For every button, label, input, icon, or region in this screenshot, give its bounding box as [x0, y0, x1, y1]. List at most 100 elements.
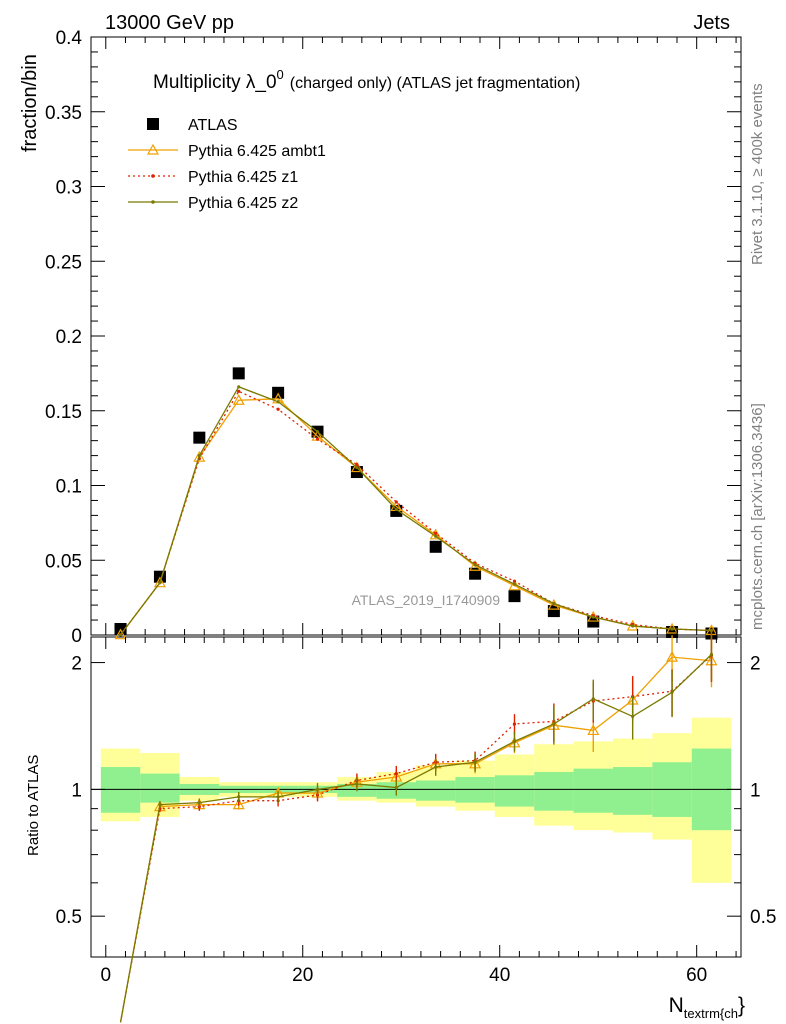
data-point: [394, 500, 398, 504]
band-stat: [100, 767, 141, 813]
data-point: [315, 437, 320, 441]
data-point: [315, 430, 320, 434]
side-text-top: Rivet 3.1.10, ≥ 400k events: [749, 83, 766, 265]
data-point: [232, 394, 245, 405]
x-tick-label: 60: [686, 965, 707, 986]
band-stat: [140, 773, 180, 803]
data-point-atlas: [429, 540, 442, 553]
legend-marker-atlas: [147, 118, 159, 130]
ratio-y-tick-label-right: 2: [750, 654, 761, 675]
data-point: [276, 400, 280, 404]
ratio-point: [512, 722, 517, 726]
ratio-line: [119, 654, 712, 1023]
data-point: [118, 633, 123, 637]
data-point: [591, 615, 595, 619]
y-tick-label: 0: [71, 626, 82, 647]
x-label-main: N: [669, 994, 684, 1017]
ratio-bands: [91, 717, 741, 883]
x-label-tail: }: [738, 994, 745, 1017]
ratio-point: [315, 787, 320, 791]
data-point: [153, 576, 166, 588]
ratio-point: [591, 697, 595, 701]
analysis-tag: ATLAS_2019_I1740909: [352, 592, 501, 608]
x-tick-label: 0: [100, 965, 111, 986]
data-point-atlas: [508, 590, 521, 603]
ratio-point: [666, 650, 679, 662]
data-point: [552, 602, 556, 606]
series-line: [120, 386, 712, 636]
ratio-y-tick-label-left: 0.5: [56, 907, 82, 928]
band-stat: [416, 780, 456, 801]
title-sup: 0: [277, 67, 284, 82]
ratio-frame: [90, 636, 742, 958]
data-point: [237, 389, 241, 393]
data-point: [434, 534, 438, 538]
ratio-y-tick-label-right: 0.5: [750, 907, 776, 928]
data-point: [197, 454, 201, 458]
legend-marker: [151, 200, 155, 204]
ratio-y-tick-label-left: 1: [71, 780, 82, 801]
ratio-point: [552, 722, 556, 726]
x-tick-label: 40: [489, 965, 510, 986]
ratio-point: [394, 785, 398, 790]
data-point: [631, 624, 635, 628]
data-point: [512, 582, 517, 586]
ratio-point: [587, 724, 600, 736]
legend-marker: [151, 174, 155, 178]
legend-label: Pythia 6.425 ambt1: [188, 143, 326, 160]
y-tick-label: 0.1: [56, 477, 82, 498]
data-point-atlas: [547, 605, 560, 618]
ratio-point: [670, 690, 674, 694]
y-axis-label-ratio: Ratio to ATLAS: [25, 755, 42, 856]
y-tick-label: 0.05: [45, 551, 82, 572]
header-left: 13000 GeV pp: [105, 12, 234, 34]
header-right: Jets: [693, 12, 730, 34]
data-point: [158, 581, 162, 585]
legend-label: Pythia 6.425 z1: [188, 169, 298, 186]
data-point: [434, 531, 438, 535]
data-point-atlas: [193, 431, 206, 444]
band-stat: [573, 768, 613, 813]
band-stat: [534, 771, 574, 811]
band-stat: [494, 775, 535, 807]
data-point: [512, 579, 517, 583]
y-tick-label: 0.15: [45, 402, 82, 423]
title-main: Multiplicity λ_0: [153, 72, 277, 93]
band-stat: [612, 767, 653, 815]
ratio-point: [355, 782, 359, 786]
y-tick-label: 0.4: [56, 28, 83, 49]
plot-title: Multiplicity λ_00 (charged only) (ATLAS j…: [153, 67, 580, 93]
ratio-point: [631, 714, 635, 719]
title-rest: (charged only) (ATLAS jet fragmentation): [290, 75, 581, 92]
data-point: [276, 407, 280, 411]
data-point: [193, 450, 206, 462]
y-tick-label: 0.35: [45, 103, 82, 124]
ratio-point: [473, 760, 477, 764]
y-tick-label: 0.25: [45, 252, 82, 273]
ratio-point: [394, 772, 398, 776]
y-axis-label-main: fraction/bin: [19, 54, 41, 152]
data-point-atlas: [232, 367, 245, 380]
ratio-point: [232, 798, 245, 810]
ratio-point: [197, 801, 201, 805]
ratio-y-tick-label-left: 2: [71, 654, 82, 675]
ratio-point: [709, 652, 714, 657]
x-tick-label: 20: [292, 965, 313, 986]
x-label-sub: textrm{ch: [684, 1006, 738, 1021]
y-tick-label: 0.3: [56, 178, 82, 199]
ratio-point: [276, 795, 280, 799]
legend-label: Pythia 6.425 z2: [188, 195, 298, 212]
ratio-y-tick-label-right: 1: [750, 780, 761, 801]
ratio-point: [434, 765, 438, 769]
data-point: [670, 627, 674, 631]
data-point: [355, 465, 359, 470]
main-series: [114, 367, 718, 640]
ratio-line: [119, 654, 712, 1023]
data-point: [114, 628, 127, 640]
legend: ATLAS Pythia 6.425 ambt1 Pythia 6.425 z1 Py…: [128, 117, 326, 212]
ratio-point: [237, 795, 241, 799]
ratio-series: [119, 631, 718, 1023]
legend-marker: [146, 143, 160, 155]
